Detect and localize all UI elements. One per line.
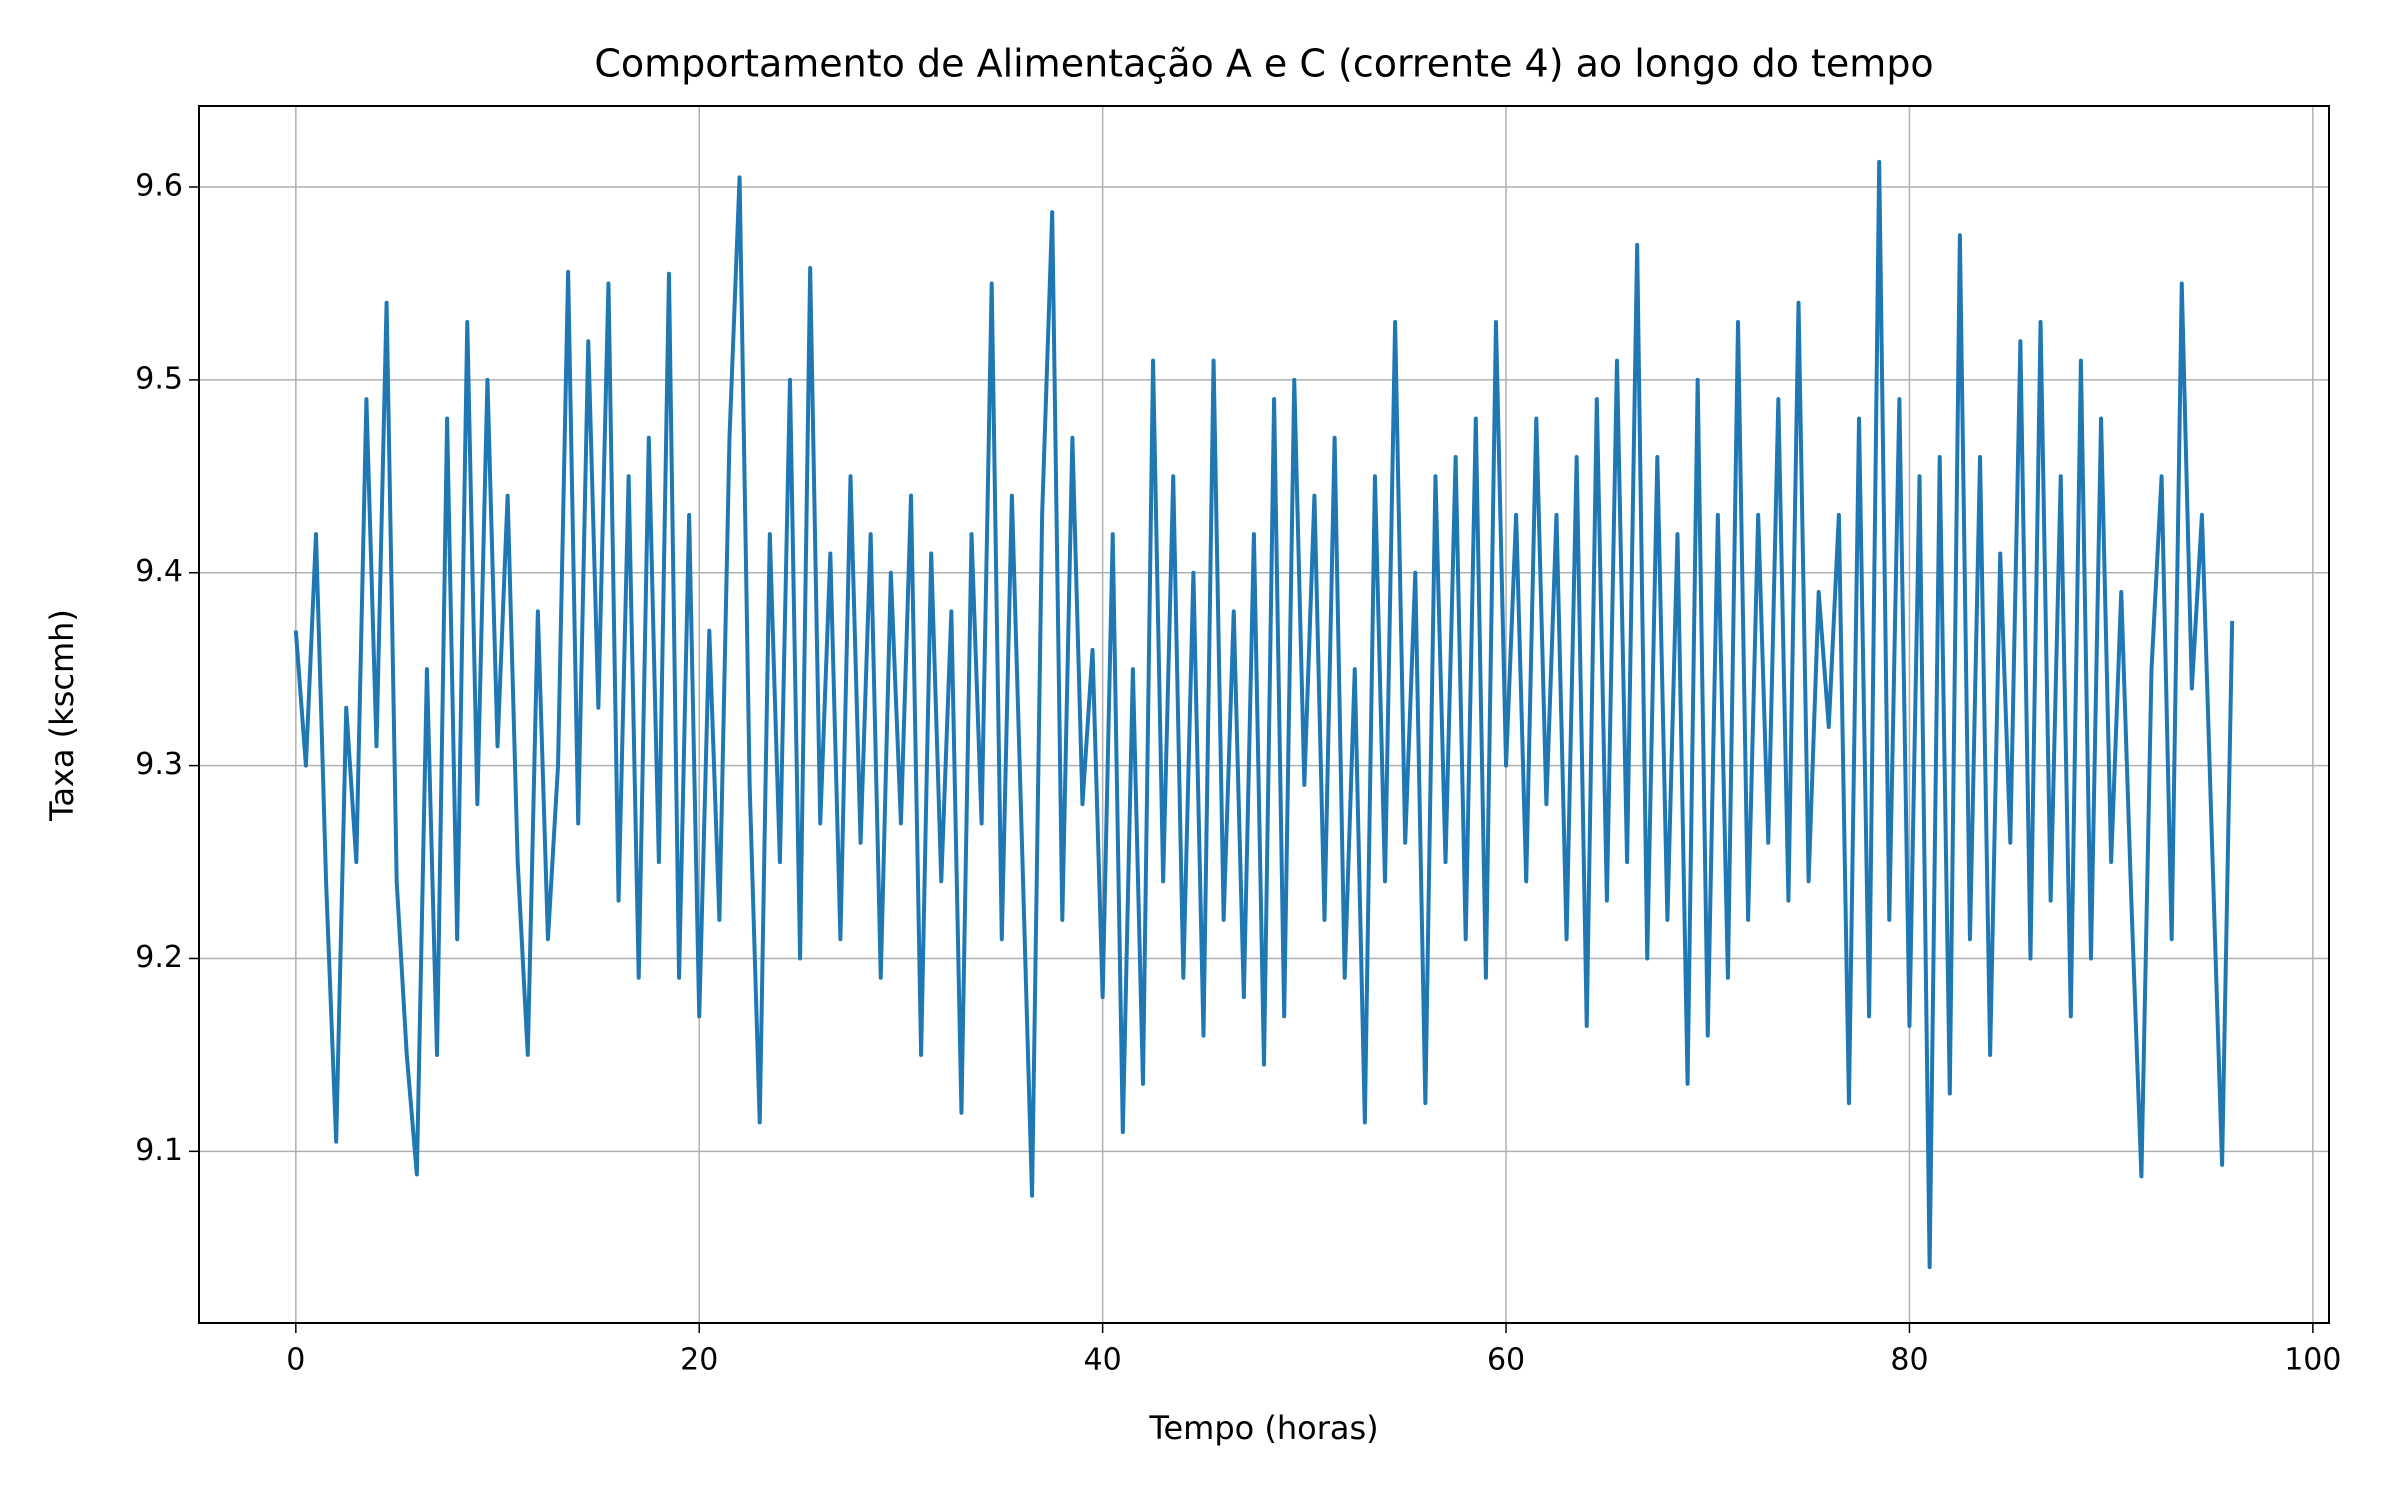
chart-title: Comportamento de Alimentação A e C (corr… [594, 42, 1933, 86]
x-tick-label: 60 [1487, 1343, 1525, 1378]
x-tick-label: 40 [1084, 1343, 1122, 1378]
x-tick-label: 0 [286, 1343, 305, 1378]
y-tick-label: 9.6 [135, 169, 183, 204]
y-tick-label: 9.2 [135, 940, 183, 975]
x-tick-label: 100 [2284, 1343, 2341, 1378]
y-axis-label: Taxa (kscmh) [43, 609, 81, 822]
y-tick-label: 9.4 [135, 554, 183, 589]
x-axis-label: Tempo (horas) [1148, 1409, 1378, 1447]
x-tick-label: 80 [1890, 1343, 1928, 1378]
data-line [293, 159, 2235, 1270]
y-tick-label: 9.1 [135, 1133, 183, 1168]
y-tick-label: 9.3 [135, 747, 183, 782]
y-tick-label: 9.5 [135, 361, 183, 396]
x-tick-label: 20 [680, 1343, 718, 1378]
plot-frame [198, 105, 2330, 1324]
